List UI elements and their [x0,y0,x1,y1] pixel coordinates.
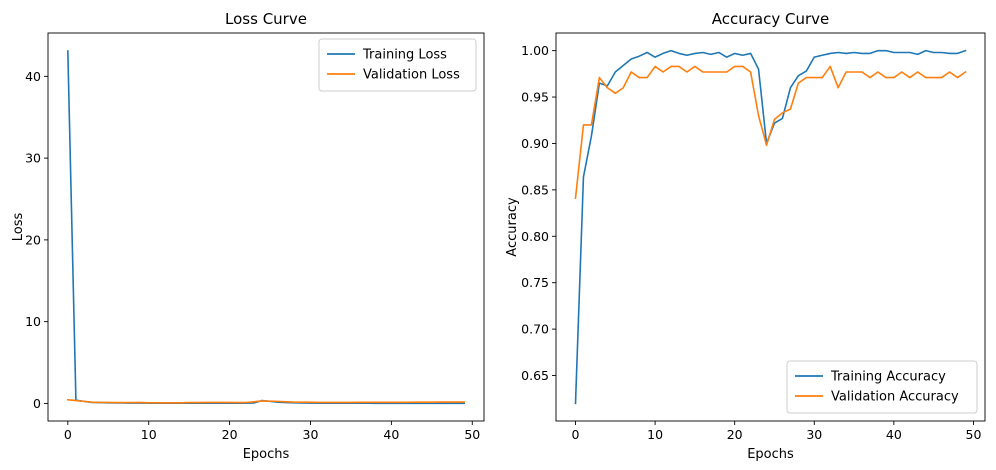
y-tick-label: 40 [25,69,41,84]
legend: Training Accuracy Validation Accuracy [786,360,978,414]
x-tick-label: 40 [383,427,399,442]
plot-area-frame [47,32,485,422]
y-tick-label: 1.00 [521,43,549,58]
legend: Training Loss Validation Loss [318,38,477,92]
x-tick-label: 10 [141,427,157,442]
legend-label: Training Loss [362,48,447,63]
x-tick-label: 0 [64,427,72,442]
x-tick-label: 20 [222,427,238,442]
y-tick-label: 0.70 [521,322,549,337]
x-axis-label: Epochs [747,447,794,462]
chart-title: Loss Curve [225,10,307,28]
y-tick-label: 0.85 [521,182,549,197]
chart-title: Accuracy Curve [712,10,830,28]
x-tick-label: 40 [886,427,902,442]
y-axis-label: Accuracy [505,197,520,257]
legend-label: Training Accuracy [830,370,946,385]
y-tick-label: 0.65 [521,368,549,383]
legend-label: Validation Accuracy [831,390,959,405]
y-tick-label: 0 [33,396,41,411]
x-tick-label: 20 [727,427,743,442]
y-axis-label: Loss [11,213,26,242]
y-tick-label: 0.90 [521,136,549,151]
series-line-training-loss [67,50,465,405]
series-line-validation-accuracy [574,65,967,200]
x-tick-label: 10 [647,427,663,442]
x-axis-label: Epochs [243,447,290,462]
x-tick-label: 50 [464,427,480,442]
plot-area-frame [555,32,986,422]
y-tick-label: 0.80 [521,229,549,244]
y-tick-label: 30 [25,151,41,166]
y-tick-label: 20 [25,232,41,247]
y-tick-label: 0.95 [521,90,549,105]
x-tick-label: 50 [966,427,982,442]
legend-box [318,38,477,92]
series-line-training-accuracy [574,49,967,405]
chart-panel-1: Loss Curve 0 10 20 30 40 50 0 10 20 30 40 Epochs Loss… [11,10,485,462]
series-line-validation-loss [66,398,465,404]
chart-panel-2: Accuracy Curve 0 10 20 30 40 50 0.65 0.70 0.75 0.8… [505,10,986,462]
legend-label: Validation Loss [363,68,460,83]
legend-box [786,360,978,414]
y-tick-label: 0.75 [521,275,549,290]
x-tick-label: 30 [303,427,319,442]
y-tick-label: 10 [25,314,41,329]
x-tick-label: 30 [806,427,822,442]
x-tick-label: 0 [572,427,580,442]
